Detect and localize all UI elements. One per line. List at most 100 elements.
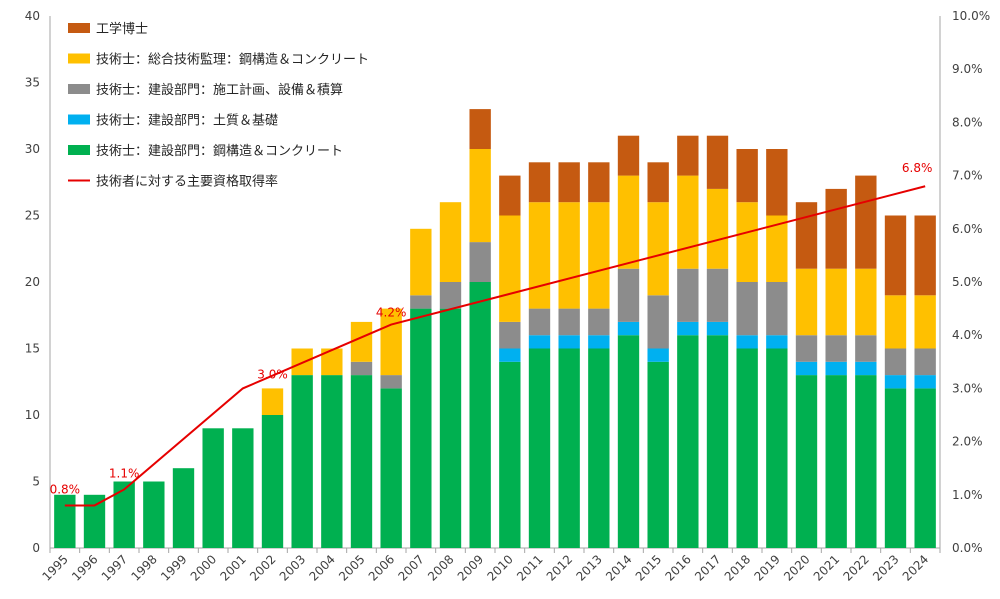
bar-segment-2021-s0 xyxy=(825,375,847,548)
bar-segment-2012-s0 xyxy=(558,348,580,548)
bar-segment-2014-s4 xyxy=(617,135,640,176)
x-tick-label: 2012 xyxy=(544,552,575,583)
bar-segment-2014-s0 xyxy=(617,335,640,548)
bar-segment-2022-s3 xyxy=(855,268,877,336)
bar-segment-2005-s3 xyxy=(350,321,373,362)
bar-segment-2018-s2 xyxy=(736,282,758,336)
bar-segment-2007-s0 xyxy=(410,308,432,548)
x-tick-label: 2001 xyxy=(217,552,248,583)
y-tick-label-left: 15 xyxy=(25,342,40,356)
bar-segment-2004-s0 xyxy=(321,375,343,548)
y-tick-label-right: 1.0% xyxy=(952,488,983,502)
x-tick-label: 1999 xyxy=(158,552,189,583)
rate-data-label: 3.0% xyxy=(257,367,288,381)
x-tick-label: 2018 xyxy=(722,552,753,583)
bar-segment-2021-s1 xyxy=(825,361,847,376)
y-tick-label-left: 35 xyxy=(25,76,40,90)
bar-segment-2013-s2 xyxy=(588,308,610,336)
legend-swatch xyxy=(68,23,90,33)
bar-segment-2011-s2 xyxy=(528,308,551,336)
rate-data-label: 4.2% xyxy=(376,306,407,320)
bar-segment-2022-s0 xyxy=(855,375,877,548)
bar-segment-2015-s4 xyxy=(647,162,669,203)
bar-segment-1999-s0 xyxy=(172,468,195,548)
bar-segment-2010-s3 xyxy=(499,215,521,322)
legend-swatch xyxy=(68,114,90,125)
x-tick-label: 2015 xyxy=(633,552,664,583)
bar-segment-2015-s1 xyxy=(647,348,669,362)
y-tick-label-right: 6.0% xyxy=(952,222,983,236)
bar-segment-2020-s3 xyxy=(795,268,818,336)
bar-segment-2007-s3 xyxy=(410,228,432,296)
bar-segment-2023-s0 xyxy=(884,388,907,548)
bar-segment-2014-s3 xyxy=(617,175,640,269)
bar-segment-2003-s0 xyxy=(291,375,313,548)
bar-segment-2013-s1 xyxy=(588,335,610,349)
x-tick-label: 2007 xyxy=(395,552,426,583)
bar-segment-2013-s4 xyxy=(588,162,610,203)
bar-segment-2006-s0 xyxy=(380,388,402,548)
rate-data-label: 1.1% xyxy=(109,466,140,480)
bar-segment-2006-s3 xyxy=(380,308,402,376)
bar-segment-2011-s3 xyxy=(528,202,551,309)
x-tick-label: 2009 xyxy=(455,552,486,583)
bar-segment-2017-s3 xyxy=(706,188,729,269)
bar-segment-2012-s1 xyxy=(558,335,580,349)
bar-segment-2005-s0 xyxy=(350,375,373,548)
bar-segment-2015-s3 xyxy=(647,202,669,296)
x-tick-label: 2024 xyxy=(900,552,931,583)
x-tick-label: 1998 xyxy=(128,552,159,583)
bar-segment-2024-s4 xyxy=(914,215,936,296)
bar-segment-2014-s2 xyxy=(617,268,640,322)
bar-segment-2009-s3 xyxy=(469,149,491,243)
bar-segment-1995-s0 xyxy=(54,494,76,548)
bar-segment-2024-s2 xyxy=(914,348,936,376)
legend-label: 技術士：建設部門：鋼構造＆コンクリート xyxy=(96,143,343,159)
y-tick-label-left: 40 xyxy=(25,9,40,23)
y-tick-label-right: 8.0% xyxy=(952,115,983,129)
bar-segment-2019-s2 xyxy=(766,282,788,336)
bar-segment-2021-s2 xyxy=(825,335,847,362)
bar-segment-2011-s0 xyxy=(528,348,551,548)
bar-segment-2017-s0 xyxy=(706,335,729,548)
y-tick-label-right: 4.0% xyxy=(952,328,983,342)
x-tick-label: 2017 xyxy=(692,552,723,583)
bar-segment-2008-s0 xyxy=(439,308,462,548)
y-tick-label-right: 2.0% xyxy=(952,435,983,449)
bar-segment-2018-s0 xyxy=(736,348,758,548)
bar-segment-2020-s1 xyxy=(795,361,818,376)
bar-segment-2005-s2 xyxy=(350,361,373,376)
bar-segment-2013-s0 xyxy=(588,348,610,548)
bar-segment-2024-s0 xyxy=(914,388,936,548)
bar-segment-2016-s1 xyxy=(677,321,699,336)
rate-data-label: 6.8% xyxy=(902,161,933,175)
y-tick-label-right: 0.0% xyxy=(952,541,983,555)
y-tick-label-right: 7.0% xyxy=(952,169,983,183)
bar-segment-1998-s0 xyxy=(143,481,165,548)
bar-segment-1997-s0 xyxy=(113,481,135,548)
bar-segment-2010-s0 xyxy=(499,361,521,548)
x-tick-label: 2019 xyxy=(751,552,782,583)
bar-segment-2023-s1 xyxy=(884,375,907,389)
bar-segment-2018-s3 xyxy=(736,202,758,282)
bar-segment-2016-s0 xyxy=(677,335,699,548)
bar-segment-2020-s0 xyxy=(795,375,818,548)
bar-segment-2024-s1 xyxy=(914,375,936,389)
legend-label: 技術者に対する主要資格取得率 xyxy=(96,174,278,190)
bar-segment-2021-s4 xyxy=(825,188,847,269)
bar-segment-2008-s2 xyxy=(439,282,462,309)
legend-swatch xyxy=(68,145,90,155)
bar-segment-2001-s0 xyxy=(232,428,254,548)
y-tick-label-right: 9.0% xyxy=(952,62,983,76)
y-tick-label-left: 10 xyxy=(25,408,40,422)
rate-data-label: 0.8% xyxy=(50,482,81,496)
legend-label: 技術士：総合技術監理：鋼構造＆コンクリート xyxy=(96,52,369,68)
bar-segment-2011-s4 xyxy=(528,162,551,203)
x-tick-label: 2010 xyxy=(484,552,515,583)
bar-segment-2022-s4 xyxy=(855,175,877,269)
x-tick-label: 2016 xyxy=(662,552,693,583)
bar-segment-2002-s3 xyxy=(261,388,284,415)
legend-label: 工学博士 xyxy=(96,21,148,37)
y-tick-label-right: 3.0% xyxy=(952,381,983,395)
